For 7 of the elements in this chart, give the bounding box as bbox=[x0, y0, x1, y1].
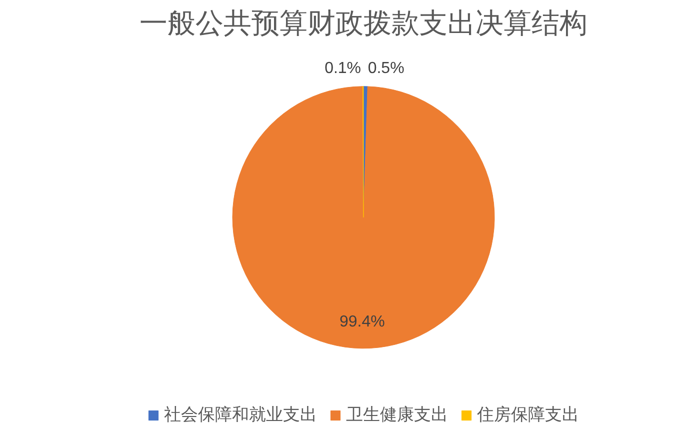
chart-title: 一般公共预算财政拨款支出决算结构 bbox=[140, 8, 588, 38]
legend-label: 卫生健康支出 bbox=[346, 404, 448, 426]
data-label: 99.4% bbox=[340, 314, 385, 331]
legend-label: 住房保障支出 bbox=[477, 404, 579, 426]
data-label: 0.1% bbox=[324, 60, 362, 77]
data-label: 0.5% bbox=[368, 60, 404, 77]
legend-label: 社会保障和就业支出 bbox=[164, 404, 317, 426]
